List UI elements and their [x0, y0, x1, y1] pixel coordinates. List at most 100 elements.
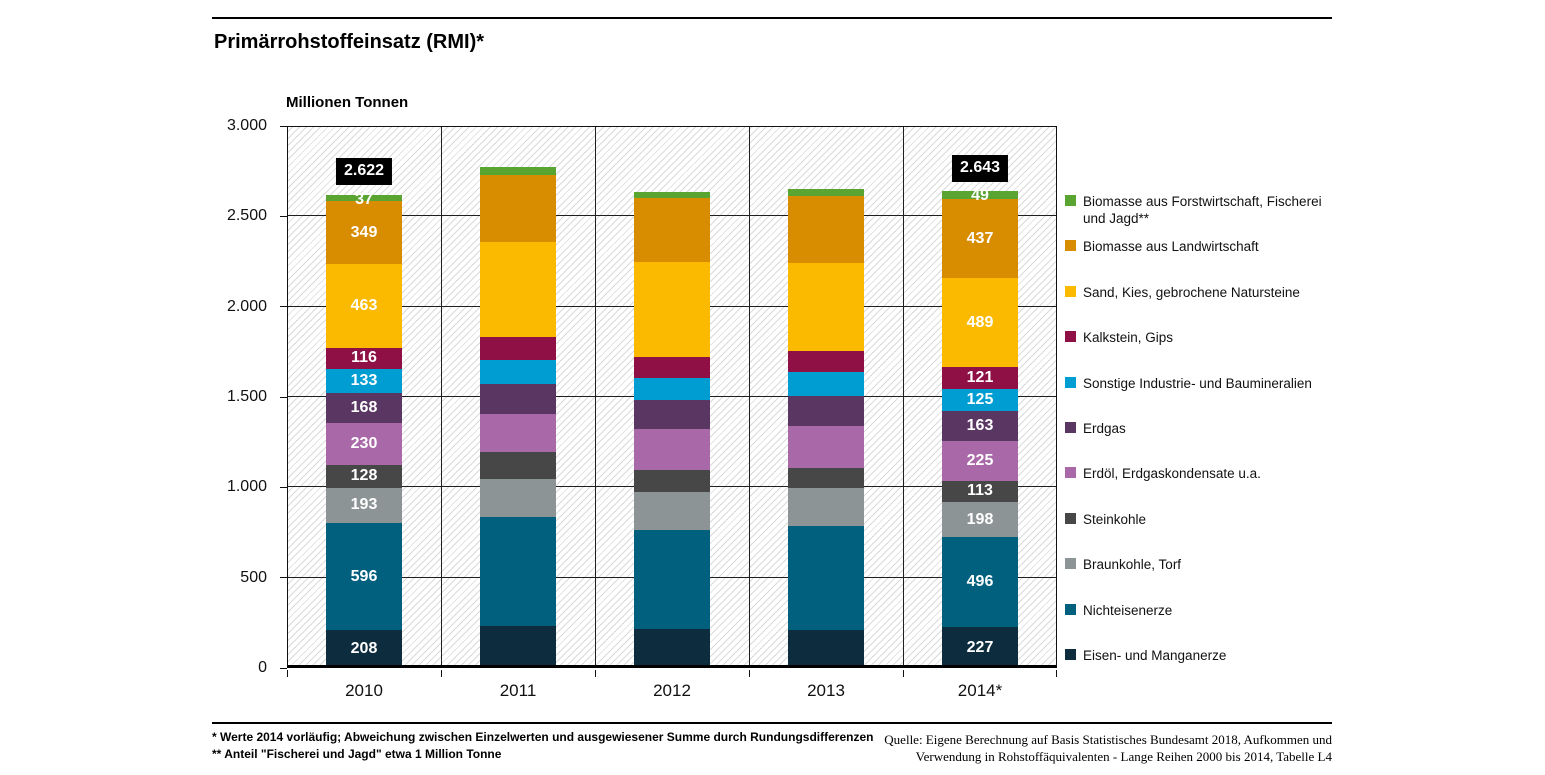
- segment-nichteisenerze: [480, 516, 556, 626]
- panel-separator: [440, 126, 442, 668]
- footnote-double-asterisk: ** Anteil "Fischerei und Jagd" etwa 1 Mi…: [212, 746, 502, 761]
- segment-sonstige-industrie-und-baumineralien: 125: [942, 388, 1018, 412]
- x-axis-category-label: 2011: [499, 681, 537, 700]
- y-axis-tick-label: 1.500: [226, 388, 267, 405]
- legend-item: Biomasse aus Forstwirtschaft, Fischerei …: [1065, 193, 1345, 227]
- x-axis-tick: [1056, 670, 1057, 677]
- segment-kalkstein-gips: 116: [326, 347, 402, 369]
- segment-biomasse-aus-forstwirtschaft-fischerei-und-jagd: 37: [326, 191, 402, 207]
- segment-kalkstein-gips: [480, 337, 556, 361]
- plot-area: 208 596 193 128 230 168 133 116 463 349 37 2.622 227…: [280, 125, 1057, 677]
- segment-erdgas: 163: [942, 411, 1018, 441]
- chart-title: Primärrohstoffeinsatz (RMI)*: [214, 31, 485, 53]
- legend-swatch: [1065, 467, 1076, 479]
- legend-swatch: [1065, 649, 1076, 660]
- segment-value-label: 116: [351, 349, 377, 367]
- segment-biomasse-aus-landwirtschaft: [480, 174, 556, 243]
- footnote-asterisk: * Werte 2014 vorläufig; Abweichung zwisc…: [212, 730, 874, 744]
- bar-2011: [480, 167, 556, 668]
- y-axis-tick: [280, 125, 287, 127]
- y-axis-unit-label: Millionen Tonnen: [286, 94, 409, 111]
- y-axis-tick: [280, 306, 287, 308]
- source-note-line1: Quelle: Eigene Berechnung auf Basis Stat…: [884, 732, 1332, 747]
- segment-sand-kies-gebrochene-natursteine: 489: [942, 278, 1018, 367]
- legend-swatch: [1065, 558, 1076, 570]
- segment-value-label: 133: [350, 371, 378, 389]
- segment-sonstige-industrie-und-baumineralien: 133: [326, 368, 402, 393]
- legend-item-label: Nichteisenerze: [1083, 602, 1173, 618]
- total-value-label: 2.643: [951, 154, 1009, 182]
- bar-2013: [788, 189, 864, 668]
- segment-biomasse-aus-landwirtschaft: [634, 198, 710, 262]
- legend-item-label: Sand, Kies, gebrochene Natursteine: [1083, 284, 1300, 300]
- segment-erdgas: [788, 395, 864, 426]
- segment-sand-kies-gebrochene-natursteine: [634, 261, 710, 358]
- x-axis-category-label: 2010: [345, 681, 383, 700]
- legend-item: Erdöl, Erdgaskondensate u.a.: [1065, 465, 1345, 482]
- segment-sand-kies-gebrochene-natursteine: [480, 242, 556, 338]
- segment-erdöl-erdgaskondensate-u-a: [480, 413, 556, 452]
- segment-value-label: 349: [350, 223, 378, 241]
- total-value-label: 2.622: [335, 158, 393, 186]
- segment-eisen-und-manganerze: [480, 625, 556, 668]
- legend-item-label: Eisen- und Manganerze: [1083, 648, 1227, 663]
- segment-biomasse-aus-landwirtschaft: 437: [942, 199, 1018, 279]
- x-axis-category-label: 2013: [807, 681, 845, 700]
- segment-erdgas: [634, 400, 710, 430]
- y-axis-tick: [280, 577, 287, 579]
- legend-item-label: Biomasse aus Forstwirtschaft, Fischerei …: [1083, 194, 1322, 226]
- legend-item-label: Sonstige Industrie- und Baumineralien: [1083, 375, 1312, 391]
- segment-nichteisenerze: [788, 525, 864, 630]
- bottom-rule: [212, 722, 1332, 724]
- segment-erdgas: [480, 383, 556, 414]
- y-axis-tick-label: 0: [258, 659, 267, 676]
- segment-nichteisenerze: 496: [942, 537, 1018, 627]
- x-axis-tick: [595, 670, 596, 677]
- legend-swatch: [1065, 512, 1076, 524]
- legend-item: Sonstige Industrie- und Baumineralien: [1065, 375, 1345, 392]
- x-axis-tick: [749, 670, 750, 677]
- legend-item: Biomasse aus Landwirtschaft: [1065, 238, 1345, 255]
- x-axis-category-label: 2012: [653, 681, 691, 700]
- y-axis-tick: [280, 215, 287, 217]
- segment-nichteisenerze: 596: [326, 522, 402, 631]
- y-axis-tick-label: 3.000: [226, 117, 267, 134]
- bar-2012: [634, 191, 710, 668]
- segment-value-label: 125: [966, 390, 994, 408]
- legend-item-label: Kalkstein, Gips: [1083, 330, 1174, 346]
- segment-value-label: 489: [966, 313, 994, 331]
- legend-item: Sand, Kies, gebrochene Natursteine: [1065, 284, 1345, 301]
- segment-braunkohle-torf: [480, 479, 556, 517]
- segment-value-label: 49: [971, 186, 989, 204]
- segment-value-label: 163: [966, 416, 994, 434]
- source-note: Quelle: Eigene Berechnung auf Basis Stat…: [800, 731, 1332, 765]
- segment-steinkohle: [480, 451, 556, 480]
- segment-erdöl-erdgaskondensate-u-a: [634, 429, 710, 471]
- segment-braunkohle-torf: [634, 491, 710, 530]
- segment-value-label: 193: [350, 496, 378, 514]
- y-axis-tick-label: 2.000: [226, 297, 267, 315]
- legend-item: Braunkohle, Torf: [1065, 556, 1345, 573]
- legend-item: Steinkohle: [1065, 511, 1345, 528]
- bar-2010: 208 596 193 128 230 168 133 116 463 349 37: [326, 191, 402, 668]
- segment-erdöl-erdgaskondensate-u-a: 230: [326, 423, 402, 465]
- segment-sand-kies-gebrochene-natursteine: 463: [326, 264, 402, 348]
- x-axis-tick: [287, 670, 288, 677]
- legend-item-label: Erdgas: [1083, 421, 1126, 436]
- legend-swatch: [1065, 603, 1076, 615]
- top-rule: [212, 17, 1332, 19]
- segment-value-label: 225: [966, 451, 994, 469]
- y-axis-tick: [280, 396, 287, 398]
- bar-2014: 227 496 198 113 225 163 125 121 489 437 49: [942, 186, 1018, 668]
- legend-item: Eisen- und Manganerze: [1065, 647, 1345, 664]
- legend-item: Erdgas: [1065, 420, 1345, 437]
- segment-value-label: 208: [350, 640, 378, 658]
- segment-value-label: 168: [350, 399, 378, 417]
- segment-value-label: 496: [966, 573, 994, 591]
- panel-separator: [902, 126, 904, 668]
- segment-value-label: 230: [350, 434, 378, 452]
- legend-item-label: Braunkohle, Torf: [1083, 557, 1182, 573]
- segment-kalkstein-gips: 121: [942, 366, 1018, 389]
- segment-braunkohle-torf: [788, 487, 864, 526]
